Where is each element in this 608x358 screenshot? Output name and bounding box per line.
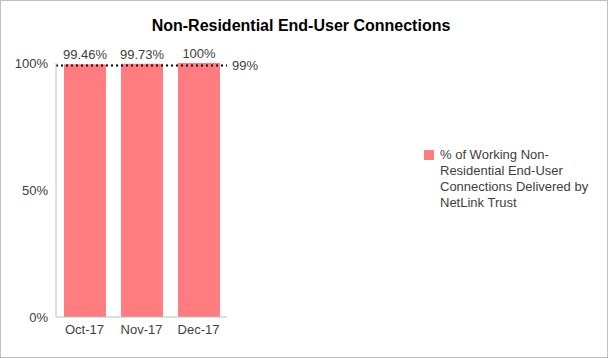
svg-text:100%: 100% [15, 56, 49, 71]
svg-text:99.46%: 99.46% [63, 47, 108, 62]
svg-text:Nov-17: Nov-17 [121, 322, 163, 337]
svg-text:99%: 99% [232, 58, 258, 73]
svg-text:100%: 100% [182, 46, 216, 61]
svg-text:Oct-17: Oct-17 [65, 322, 104, 337]
svg-text:50%: 50% [22, 183, 48, 198]
svg-text:99.73%: 99.73% [120, 47, 165, 62]
html-text:% of Working Non-Residential E: % of Working Non-Residential End-User Co… [440, 147, 589, 210]
html-text:Non-Residential End-User Conne: Non-Residential End-User Connections [151, 17, 451, 34]
svg-text:0%: 0% [29, 310, 48, 325]
svg-text:Dec-17: Dec-17 [178, 322, 220, 337]
